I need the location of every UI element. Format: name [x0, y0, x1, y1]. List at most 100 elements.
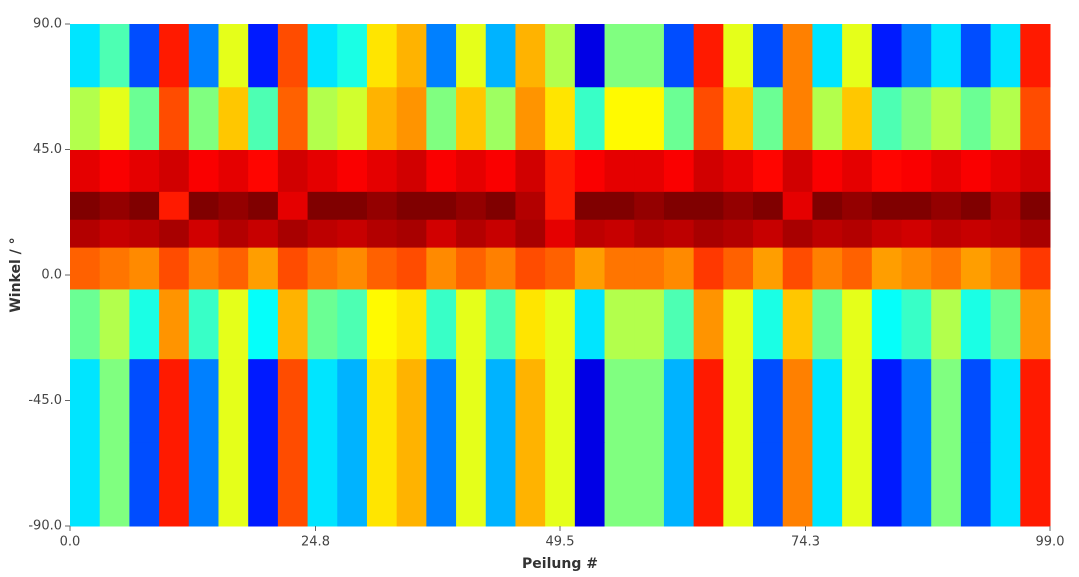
heatmap-cell [1020, 358, 1051, 443]
heatmap-cell [515, 442, 546, 527]
heatmap-cell [960, 288, 992, 360]
heatmap-cell [307, 191, 338, 220]
heatmap-cell [396, 288, 427, 360]
y-tick-label: 0.0 [41, 268, 62, 283]
heatmap-cell [782, 288, 813, 360]
heatmap-cell [1020, 442, 1051, 527]
heatmap-cell [574, 358, 606, 443]
heatmap-cell [188, 358, 219, 443]
heatmap-cell [188, 24, 219, 88]
heatmap-cell [693, 288, 724, 360]
heatmap-cell [337, 149, 368, 192]
heatmap-cell [574, 247, 606, 290]
heatmap-cell [663, 358, 695, 443]
heatmap-cell [366, 247, 398, 290]
heatmap-cell [99, 288, 130, 360]
heatmap-cell [634, 24, 665, 88]
heatmap-cell [901, 191, 932, 220]
y-axis-title: Winkel / ° [8, 237, 24, 312]
heatmap-cell [218, 149, 249, 192]
heatmap-cell [574, 442, 606, 527]
heatmap-cell [545, 247, 576, 290]
heatmap-cell [515, 24, 546, 88]
heatmap-cell [604, 288, 635, 360]
y-tick-label: 45.0 [33, 142, 62, 157]
heatmap-cell [515, 219, 546, 248]
heatmap-cell [693, 219, 724, 248]
heatmap-cell [693, 247, 724, 290]
heatmap-cell [901, 219, 932, 248]
heatmap-cell [723, 86, 754, 150]
heatmap-cell [723, 358, 754, 443]
heatmap-cell [782, 219, 813, 248]
heatmap-cell [812, 442, 843, 527]
heatmap-cell [812, 358, 843, 443]
heatmap-cell [960, 86, 992, 150]
heatmap-cell [188, 191, 219, 220]
heatmap-cell [960, 191, 992, 220]
heatmap-cell [70, 149, 101, 192]
heatmap-cell [485, 288, 516, 360]
heatmap-cell [277, 24, 309, 88]
heatmap-cell [366, 191, 398, 220]
heatmap-cell [426, 24, 457, 88]
heatmap-cell [188, 442, 219, 527]
heatmap-cell [426, 219, 457, 248]
heatmap-cell [812, 191, 843, 220]
heatmap-cell [188, 219, 219, 248]
heatmap-cell [545, 191, 576, 220]
heatmap-cell [604, 442, 635, 527]
heatmap-cell [337, 358, 368, 443]
heatmap-cell [218, 247, 249, 290]
heatmap-cell [901, 24, 932, 88]
heatmap-cell [337, 86, 368, 150]
heatmap-cell [396, 247, 427, 290]
heatmap-cell [782, 442, 813, 527]
heatmap-cell [931, 358, 962, 443]
heatmap-cell [842, 219, 873, 248]
heatmap-cell [277, 247, 309, 290]
heatmap-cell [277, 149, 309, 192]
heatmap-cell [753, 149, 784, 192]
heatmap-cell [337, 219, 368, 248]
heatmap-cell [366, 24, 398, 88]
heatmap-cell [663, 247, 695, 290]
x-tick-label: 99.0 [1036, 535, 1065, 550]
heatmap-cell [663, 191, 695, 220]
heatmap-cell [753, 358, 784, 443]
heatmap-cell [782, 86, 813, 150]
heatmap-cell [218, 442, 249, 527]
heatmap-cell [99, 191, 130, 220]
heatmap-cell [159, 219, 190, 248]
heatmap-cell [70, 442, 101, 527]
heatmap-cell [545, 149, 576, 192]
heatmap-cell [277, 358, 309, 443]
heatmap-cell [366, 86, 398, 150]
y-tick-label: -90.0 [28, 519, 62, 534]
heatmap-cell [99, 442, 130, 527]
heatmap-cell [515, 288, 546, 360]
heatmap-cell [604, 219, 635, 248]
heatmap-cell [337, 288, 368, 360]
heatmap-cell [931, 24, 962, 88]
heatmap-cell [129, 149, 160, 192]
heatmap-cell [842, 247, 873, 290]
heatmap-cell [663, 219, 695, 248]
heatmap-cell [990, 247, 1021, 290]
heatmap-cell [129, 247, 160, 290]
heatmap-cell [426, 149, 457, 192]
heatmap-cell [307, 288, 338, 360]
heatmap-cell [1020, 247, 1051, 290]
heatmap-cell [337, 247, 368, 290]
heatmap-cell [426, 191, 457, 220]
heatmap-cell [456, 149, 487, 192]
heatmap-cell [812, 219, 843, 248]
heatmap-cell [277, 219, 309, 248]
heatmap-cell [634, 86, 665, 150]
heatmap-cell [634, 288, 665, 360]
heatmap-cell [218, 288, 249, 360]
heatmap-cell [1020, 86, 1051, 150]
heatmap-cell [218, 86, 249, 150]
heatmap-cell [663, 149, 695, 192]
heatmap-cell [188, 149, 219, 192]
